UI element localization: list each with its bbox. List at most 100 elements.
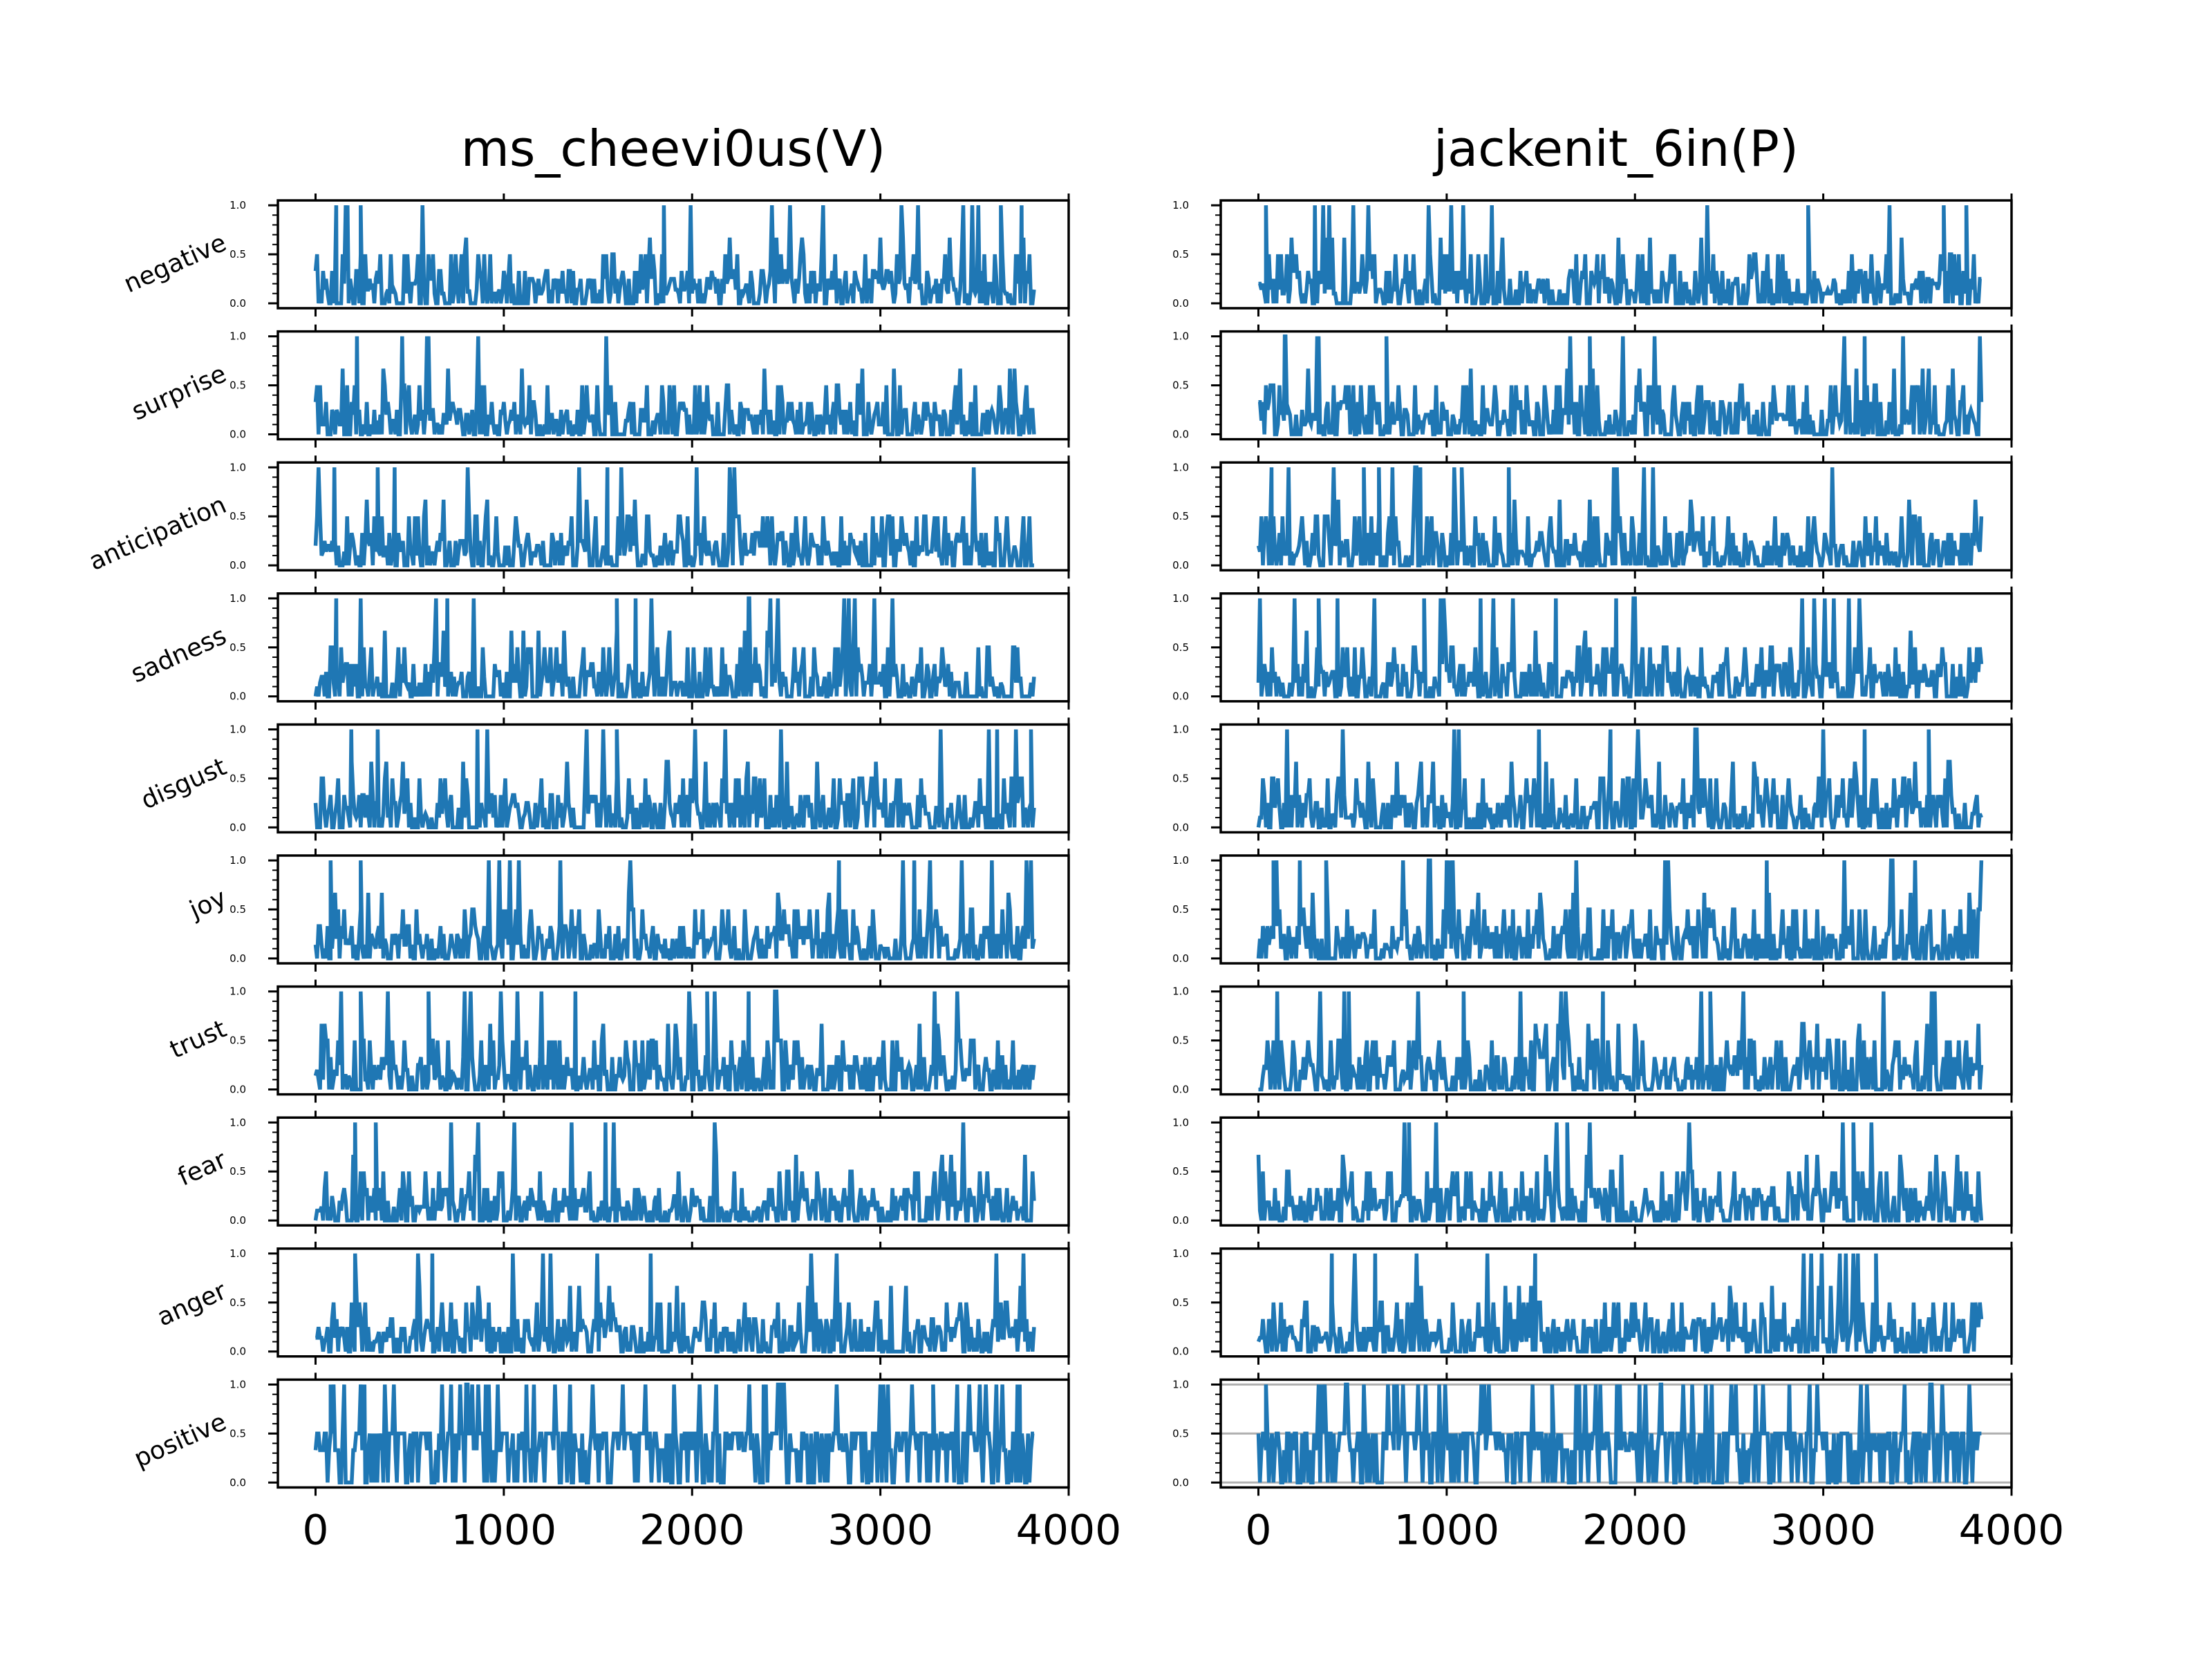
y-tick-label: 1.0	[1172, 461, 1189, 473]
row-label-disgust: disgust	[137, 753, 231, 815]
row-label-trust: trust	[166, 1014, 231, 1064]
y-tick-label: 0.0	[229, 297, 246, 310]
y-tick-label: 0.0	[229, 952, 246, 965]
y-tick-label: 0.0	[1172, 1214, 1189, 1227]
y-tick-label: 0.5	[1172, 1296, 1189, 1309]
series-line-disgust	[313, 729, 1036, 830]
y-tick-label: 0.5	[229, 1427, 246, 1439]
y-tick-label: 0.5	[1172, 641, 1189, 654]
row-label-surprise: surprise	[128, 359, 231, 426]
y-tick-label: 0.5	[1172, 772, 1189, 784]
y-tick-label: 0.5	[1172, 379, 1189, 392]
y-tick-label: 0.0	[229, 690, 246, 703]
y-tick-label: 1.0	[1172, 199, 1189, 211]
y-tick-label: 0.0	[1172, 952, 1189, 965]
x-tick-label: 0	[302, 1506, 328, 1554]
series-line-sadness	[1256, 596, 1984, 699]
series-line-anger	[1256, 1253, 1984, 1354]
y-tick-label: 0.5	[229, 641, 246, 654]
y-tick-label: 0.0	[1172, 690, 1189, 703]
y-tick-label: 0.5	[229, 903, 246, 916]
y-tick-label: 1.0	[1172, 1247, 1189, 1260]
series-line-trust	[1258, 991, 1984, 1092]
series-line-positive	[313, 1382, 1035, 1485]
y-tick-label: 1.0	[1172, 592, 1189, 605]
row-label-anger: anger	[153, 1276, 230, 1332]
y-tick-label: 1.0	[1172, 1378, 1189, 1390]
series-line-anticipation	[313, 467, 1034, 567]
y-tick-label: 1.0	[1172, 985, 1189, 998]
series-line-positive	[1256, 1382, 1982, 1485]
series-line-negative	[313, 205, 1036, 305]
series-line-negative	[1258, 205, 1982, 305]
y-tick-label: 0.5	[229, 1035, 246, 1047]
series-line-surprise	[1257, 334, 1984, 437]
y-tick-label: 1.0	[229, 723, 246, 735]
y-tick-label: 1.0	[229, 854, 246, 867]
y-tick-label: 0.0	[1172, 821, 1189, 833]
y-tick-label: 0.5	[229, 248, 246, 261]
x-tick-label: 3000	[1770, 1506, 1876, 1554]
y-tick-label: 0.5	[229, 510, 246, 522]
y-tick-label: 1.0	[1172, 723, 1189, 735]
row-label-anticipation: anticipation	[85, 491, 231, 576]
x-tick-label: 3000	[827, 1506, 933, 1554]
y-tick-label: 1.0	[229, 199, 246, 211]
y-tick-label: 0.5	[229, 1296, 246, 1309]
y-tick-label: 0.5	[229, 1165, 246, 1178]
y-tick-label: 0.0	[229, 821, 246, 833]
y-tick-label: 0.0	[1172, 297, 1189, 310]
x-tick-label: 1000	[451, 1506, 557, 1554]
series-line-anger	[315, 1253, 1036, 1354]
y-tick-label: 0.5	[1172, 510, 1189, 522]
series-line-joy	[1256, 858, 1984, 961]
y-tick-label: 0.5	[229, 379, 246, 392]
x-tick-label: 2000	[639, 1506, 745, 1554]
row-label-joy: joy	[185, 884, 230, 925]
y-tick-label: 0.0	[229, 1345, 246, 1358]
y-tick-label: 1.0	[229, 592, 246, 605]
y-tick-label: 1.0	[229, 1378, 246, 1390]
y-tick-label: 0.0	[1172, 1476, 1189, 1489]
series-line-trust	[313, 989, 1036, 1092]
y-tick-label: 1.0	[1172, 854, 1189, 867]
y-tick-label: 0.5	[229, 772, 246, 784]
row-label-fear: fear	[174, 1146, 230, 1192]
y-tick-label: 1.0	[229, 330, 246, 343]
y-tick-label: 0.5	[1172, 248, 1189, 261]
y-tick-label: 0.5	[1172, 903, 1189, 916]
y-tick-label: 0.0	[229, 1084, 246, 1096]
series-line-joy	[313, 860, 1036, 961]
series-line-surprise	[313, 336, 1036, 437]
x-tick-label: 2000	[1582, 1506, 1688, 1554]
y-tick-label: 0.0	[1172, 1084, 1189, 1096]
y-tick-label: 1.0	[1172, 1116, 1189, 1129]
x-tick-label: 0	[1245, 1506, 1271, 1554]
row-label-sadness: sadness	[126, 622, 230, 689]
y-tick-label: 1.0	[229, 1116, 246, 1129]
y-tick-label: 1.0	[229, 1247, 246, 1260]
y-tick-label: 1.0	[1172, 330, 1189, 343]
y-tick-label: 0.0	[229, 1476, 246, 1489]
series-line-anticipation	[1256, 465, 1984, 567]
y-tick-label: 1.0	[229, 985, 246, 998]
y-tick-label: 0.0	[1172, 428, 1189, 441]
series-line-disgust	[1256, 727, 1983, 830]
y-tick-label: 0.0	[229, 559, 246, 572]
series-line-sadness	[313, 596, 1036, 699]
row-label-positive: positive	[130, 1408, 231, 1473]
y-tick-label: 0.0	[229, 428, 246, 441]
y-tick-label: 1.0	[229, 461, 246, 473]
row-label-negative: negative	[120, 229, 231, 299]
panel-title: ms_cheevi0us(V)	[461, 120, 885, 178]
x-tick-label: 1000	[1394, 1506, 1500, 1554]
y-tick-label: 0.5	[1172, 1035, 1189, 1047]
y-tick-label: 0.5	[1172, 1165, 1189, 1178]
x-tick-label: 4000	[1016, 1506, 1122, 1554]
series-line-fear	[1256, 1122, 1984, 1222]
panel-title: jackenit_6in(P)	[1432, 120, 1799, 178]
y-tick-label: 0.0	[1172, 1345, 1189, 1358]
series-line-fear	[313, 1122, 1036, 1222]
